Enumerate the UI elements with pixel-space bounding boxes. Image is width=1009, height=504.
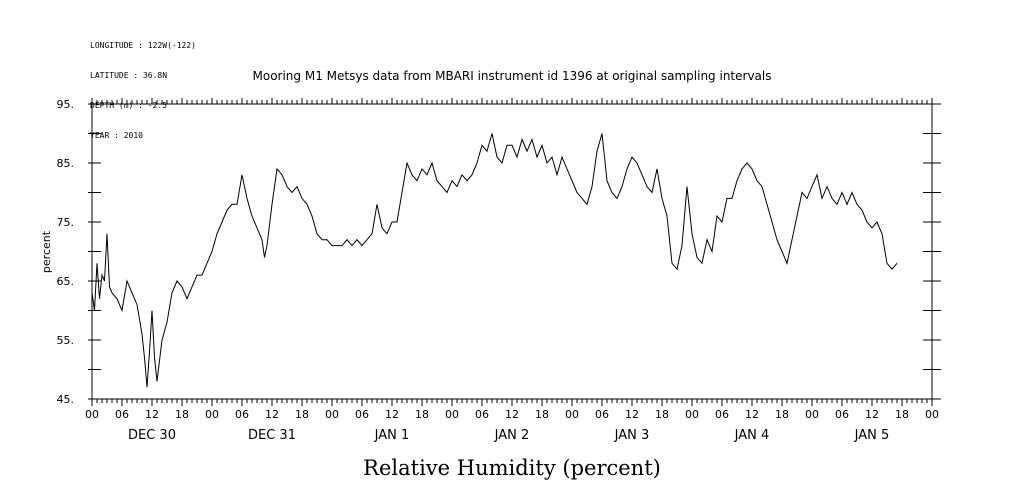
x-hour-label: 18 [655, 408, 669, 421]
x-hour-label: 06 [595, 408, 609, 421]
x-hour-label: 00 [805, 408, 819, 421]
x-hour-label: 00 [445, 408, 459, 421]
x-hour-label: 12 [385, 408, 399, 421]
x-day-label: JAN 4 [734, 428, 770, 443]
x-hour-label: 00 [565, 408, 579, 421]
x-hour-label: 00 [205, 408, 219, 421]
x-hour-label: 06 [355, 408, 369, 421]
x-axis-label: Relative Humidity (percent) [363, 456, 661, 480]
x-hour-label: 00 [925, 408, 939, 421]
y-tick-label: 45. [57, 393, 75, 406]
x-hour-label: 12 [145, 408, 159, 421]
x-day-label: JAN 1 [374, 428, 410, 443]
x-hour-label: 06 [115, 408, 129, 421]
y-tick-label: 55. [57, 334, 75, 347]
x-hour-label: 18 [775, 408, 789, 421]
x-hour-label: 00 [325, 408, 339, 421]
x-hour-label: 00 [685, 408, 699, 421]
x-day-label: DEC 31 [248, 428, 296, 443]
x-hour-label: 12 [265, 408, 279, 421]
x-hour-label: 18 [535, 408, 549, 421]
plot-frame [91, 103, 933, 400]
x-day-label: JAN 2 [494, 428, 530, 443]
x-hour-label: 06 [475, 408, 489, 421]
x-hour-label: 18 [295, 408, 309, 421]
x-hour-label: 00 [85, 408, 99, 421]
x-hour-label: 18 [895, 408, 909, 421]
x-day-label: DEC 30 [128, 428, 176, 443]
x-hour-label: 12 [625, 408, 639, 421]
x-hour-label: 12 [745, 408, 759, 421]
meta-year: YEAR : 2010 [90, 131, 143, 140]
chart-title: Mooring M1 Metsys data from MBARI instru… [253, 69, 772, 83]
y-tick-label: 75. [57, 216, 75, 229]
humidity-series-line [91, 133, 898, 388]
x-hour-label: 18 [415, 408, 429, 421]
y-tick-label: 95. [57, 98, 75, 111]
x-hour-label: 18 [175, 408, 189, 421]
metadata-block: LONGITUDE : 122W(-122) LATITUDE : 36.8N … [90, 21, 196, 151]
x-hour-label: 06 [235, 408, 249, 421]
x-day-label: JAN 5 [854, 428, 890, 443]
x-hour-label: 12 [865, 408, 879, 421]
meta-depth: DEPTH (m) : -2.5 [90, 101, 168, 110]
meta-latitude: LATITUDE : 36.8N [90, 71, 168, 80]
y-tick-label: 85. [57, 157, 75, 170]
x-hour-label: 06 [715, 408, 729, 421]
x-day-label: JAN 3 [614, 428, 650, 443]
y-axis-label: percent [40, 230, 53, 273]
meta-longitude: LONGITUDE : 122W(-122) [90, 41, 196, 50]
x-hour-label: 12 [505, 408, 519, 421]
y-tick-label: 65. [57, 275, 75, 288]
x-hour-label: 06 [835, 408, 849, 421]
